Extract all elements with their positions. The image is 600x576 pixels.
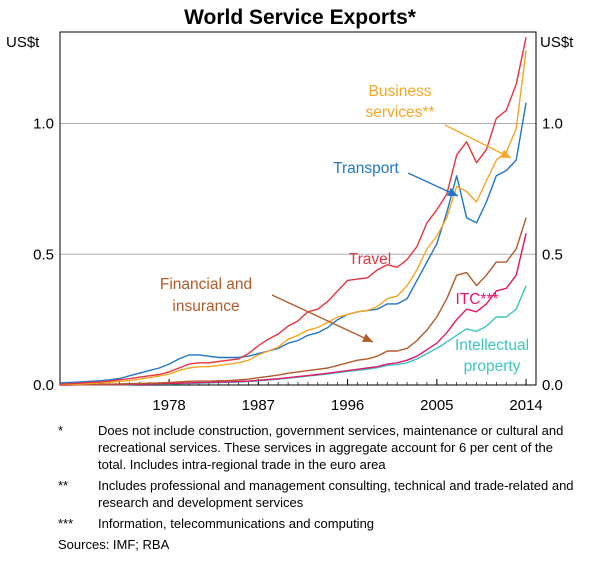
series-label-line: services** [366,104,435,121]
y-tick-label-left: 0.5 [33,246,54,263]
series-label-line: Business [369,83,432,100]
x-axis-ticks: 1978 1987 1996 2005 2014 [69,379,543,414]
footnotes: * Does not include construction, governm… [58,422,578,553]
label-arrow-line [271,294,374,343]
series-line-travel [59,37,527,385]
series-line-financial-and-insurance [60,217,527,386]
footnote: * Does not include construction, governm… [58,422,578,473]
label-arrow-head [447,187,458,196]
label-arrow-line [444,124,512,159]
series-label-line: Intellectual [455,337,529,354]
footnote: ** Includes professional and management … [58,477,578,511]
series-lines [59,37,527,386]
x-tick-label: 1987 [242,397,275,414]
series-labels: Business services** Transport Travel Financi… [160,83,529,375]
y-tick-label-right: 1.0 [542,116,563,133]
x-tick-label: 2014 [509,397,542,414]
footnote-mark: * [58,423,64,438]
series-label: Travel [349,251,392,268]
series-label-line: Travel [349,251,392,268]
series-label-line: property [464,358,521,375]
series-label: Business services** [366,83,435,121]
sources: Sources: IMF; RBA [58,537,170,552]
chart: World Service Exports* US$t US$t 0.0 0.00… [6,6,574,414]
series-label-line: Financial and [160,276,252,293]
y-tick-label-left: 1.0 [33,116,54,133]
label-arrow-head [362,333,373,342]
series-line-business-services [59,50,527,386]
label-arrow-head [500,149,511,158]
series-label-line: Transport [333,160,399,177]
grid [60,123,536,255]
series-label-line: insurance [172,298,239,315]
y-unit-left: US$t [6,34,40,51]
footnote: *** Information, telecommunications and … [58,515,578,532]
x-tick-label: 2005 [420,397,453,414]
footnote-text: Does not include construction, governmen… [98,423,564,472]
y-tick-label-right: 0.5 [542,246,563,263]
series-label: Intellectual property [455,337,529,375]
y-tick-label-right: 0.0 [542,377,563,394]
series-line-itc [60,233,527,386]
y-axis-ticks: 0.0 0.0 0.5 0.5 1.0 1.0 [33,116,563,394]
series-label: ITC*** [455,291,498,308]
y-tick-label-left: 0.0 [33,377,54,394]
footnote-mark: ** [58,478,69,493]
footnote-text: Information, telecommunications and comp… [98,516,375,531]
x-tick-label: 1996 [331,397,364,414]
series-label: Transport [333,160,399,177]
series-label: Financial and insurance [160,276,252,315]
label-arrows [271,124,512,343]
series-line-transport [59,102,527,384]
series-label-line: ITC*** [455,291,498,308]
footnote-mark: *** [58,516,74,531]
chart-title: World Service Exports* [184,6,417,29]
y-unit-right: US$t [540,34,574,51]
x-tick-label: 1978 [152,397,185,414]
footnote-text: Includes professional and management con… [98,478,574,510]
